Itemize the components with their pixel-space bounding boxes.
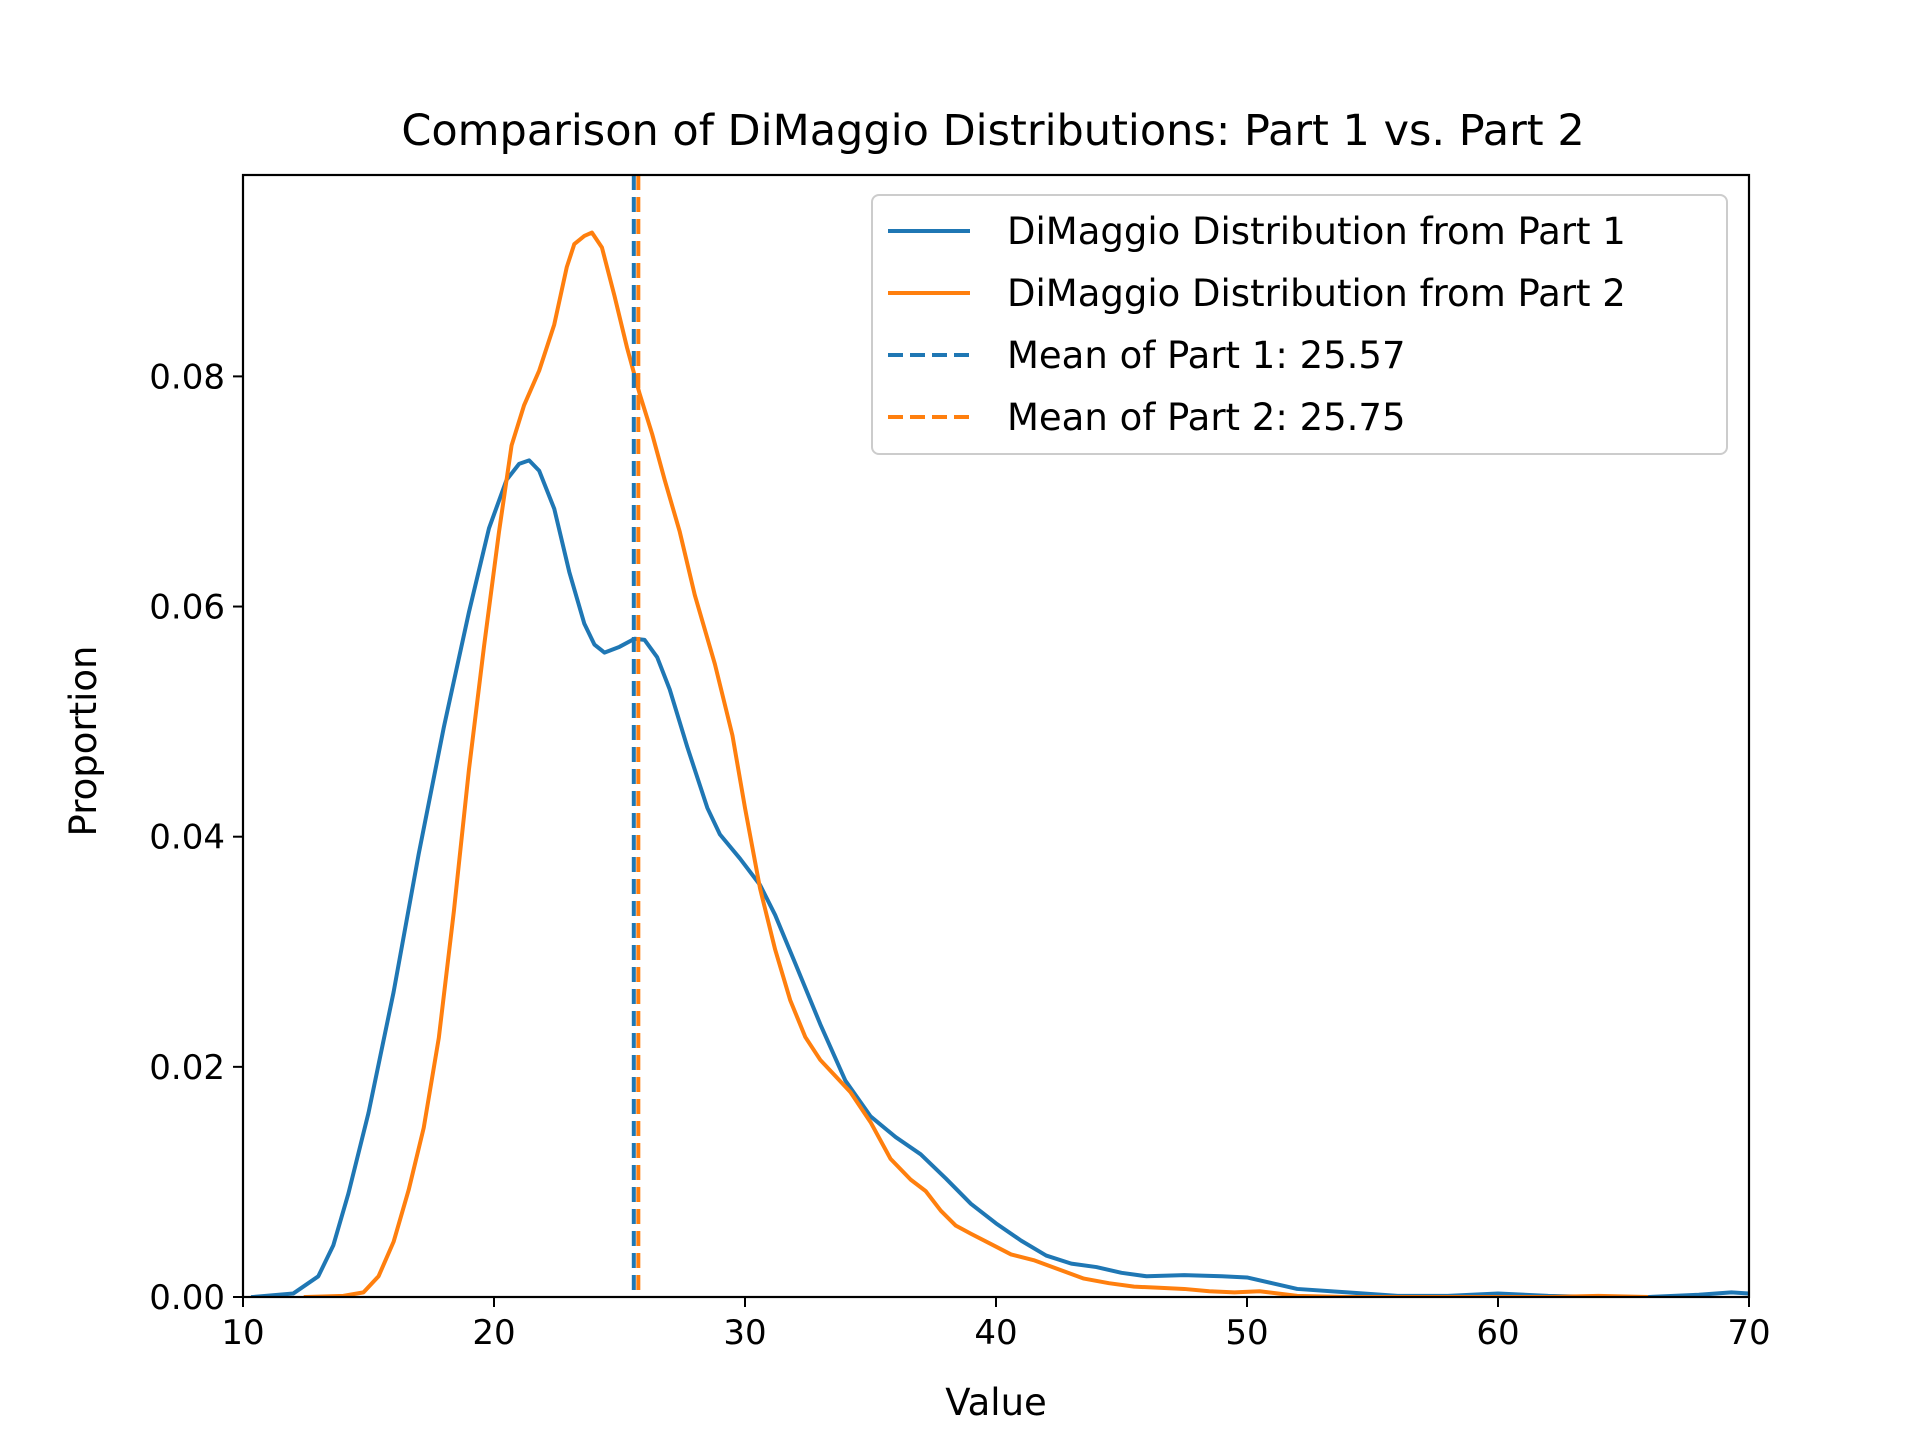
legend-frame: [871, 194, 1728, 455]
y-axis-ticks: 0.00 0.02 0.04 0.06 0.08: [149, 357, 243, 1318]
series-line-part-2: [303, 230, 1649, 1297]
chart-title: Comparison of DiMaggio Distributions: Pa…: [401, 106, 1584, 156]
x-tick-label-70: 70: [1727, 1313, 1770, 1353]
reference-lines-layer: [631, 175, 641, 1297]
legend-item-series-part-2: DiMaggio Distribution from Part 2: [888, 272, 1626, 315]
legend-label-series-part-1: DiMaggio Distribution from Part 1: [1007, 210, 1626, 253]
series-line-part-1: [250, 458, 1749, 1297]
x-tick-label-20: 20: [472, 1313, 515, 1353]
legend-label-series-part-2: DiMaggio Distribution from Part 2: [1007, 272, 1626, 315]
plot-series-layer: [250, 230, 1749, 1297]
legend-item-mean-part-1: Mean of Part 1: 25.57: [888, 334, 1406, 377]
legend-label-mean-part-1: Mean of Part 1: 25.57: [1007, 334, 1406, 377]
legend-item-mean-part-2: Mean of Part 2: 25.75: [888, 396, 1406, 439]
y-tick-label-0-08: 0.08: [149, 357, 225, 397]
legend-label-mean-part-2: Mean of Part 2: 25.75: [1007, 396, 1406, 439]
y-tick-label-0-04: 0.04: [149, 818, 225, 858]
x-tick-label-50: 50: [1225, 1313, 1268, 1353]
x-axis-label: Value: [945, 1381, 1047, 1424]
y-tick-label-0-06: 0.06: [149, 588, 225, 628]
y-tick-label-0-02: 0.02: [149, 1048, 225, 1088]
x-axis-ticks: 10 20 30 40 50 60 70: [221, 1297, 1771, 1353]
y-axis-label: Proportion: [62, 646, 105, 837]
x-tick-label-10: 10: [221, 1313, 264, 1353]
x-tick-label-60: 60: [1476, 1313, 1519, 1353]
x-tick-label-30: 30: [723, 1313, 766, 1353]
x-tick-label-40: 40: [974, 1313, 1017, 1353]
legend-item-series-part-1: DiMaggio Distribution from Part 1: [888, 210, 1626, 253]
chart-legend: DiMaggio Distribution from Part 1 DiMaggi…: [871, 194, 1728, 455]
y-tick-label-0-00: 0.00: [149, 1278, 225, 1318]
